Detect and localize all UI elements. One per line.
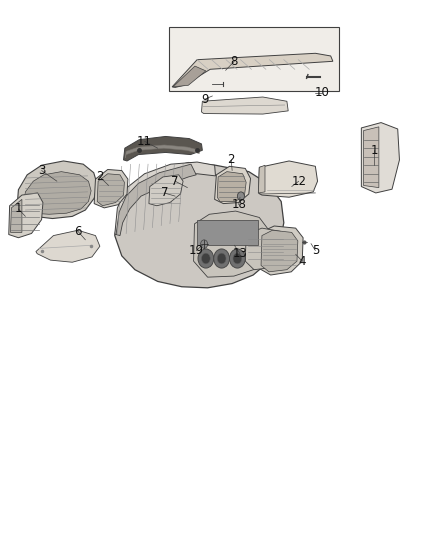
Polygon shape bbox=[125, 145, 199, 158]
Circle shape bbox=[217, 253, 226, 264]
Polygon shape bbox=[115, 163, 284, 288]
Text: 9: 9 bbox=[201, 93, 209, 106]
Polygon shape bbox=[23, 172, 91, 214]
Text: 11: 11 bbox=[137, 135, 152, 148]
Polygon shape bbox=[11, 199, 22, 232]
Polygon shape bbox=[115, 162, 215, 235]
Polygon shape bbox=[361, 123, 399, 193]
Polygon shape bbox=[17, 161, 97, 219]
Text: 4: 4 bbox=[298, 255, 306, 268]
Polygon shape bbox=[116, 164, 196, 236]
Polygon shape bbox=[215, 166, 251, 204]
Circle shape bbox=[230, 249, 245, 268]
Polygon shape bbox=[173, 66, 206, 87]
Text: 3: 3 bbox=[38, 164, 45, 177]
Polygon shape bbox=[194, 211, 269, 277]
Bar bbox=[197, 220, 258, 245]
Polygon shape bbox=[94, 169, 128, 208]
Text: 5: 5 bbox=[312, 244, 319, 257]
Text: 6: 6 bbox=[74, 225, 82, 238]
Circle shape bbox=[201, 253, 210, 264]
Polygon shape bbox=[97, 174, 124, 206]
Bar bbox=[169, 27, 339, 91]
Polygon shape bbox=[201, 97, 288, 114]
Polygon shape bbox=[364, 127, 379, 188]
Text: 10: 10 bbox=[314, 86, 329, 99]
Text: 8: 8 bbox=[231, 55, 238, 68]
Polygon shape bbox=[172, 53, 333, 87]
Polygon shape bbox=[258, 226, 303, 275]
Text: 19: 19 bbox=[189, 244, 204, 257]
Circle shape bbox=[214, 249, 230, 268]
Polygon shape bbox=[258, 161, 318, 197]
Polygon shape bbox=[217, 172, 246, 201]
Text: 18: 18 bbox=[231, 198, 246, 211]
Polygon shape bbox=[258, 165, 265, 193]
Circle shape bbox=[237, 192, 244, 200]
Circle shape bbox=[198, 249, 214, 268]
Text: 13: 13 bbox=[233, 247, 247, 260]
Text: 12: 12 bbox=[291, 175, 306, 188]
Polygon shape bbox=[261, 230, 298, 272]
Text: 7: 7 bbox=[160, 187, 168, 199]
Text: 1: 1 bbox=[14, 203, 22, 215]
Text: 1: 1 bbox=[371, 144, 378, 157]
Circle shape bbox=[233, 253, 242, 264]
Polygon shape bbox=[245, 228, 286, 270]
Polygon shape bbox=[149, 175, 183, 206]
Text: 7: 7 bbox=[171, 175, 179, 188]
Polygon shape bbox=[124, 136, 202, 161]
Circle shape bbox=[201, 240, 208, 248]
Text: 2: 2 bbox=[96, 171, 104, 183]
Text: 2: 2 bbox=[227, 154, 235, 166]
Polygon shape bbox=[9, 193, 43, 238]
Polygon shape bbox=[36, 230, 100, 262]
